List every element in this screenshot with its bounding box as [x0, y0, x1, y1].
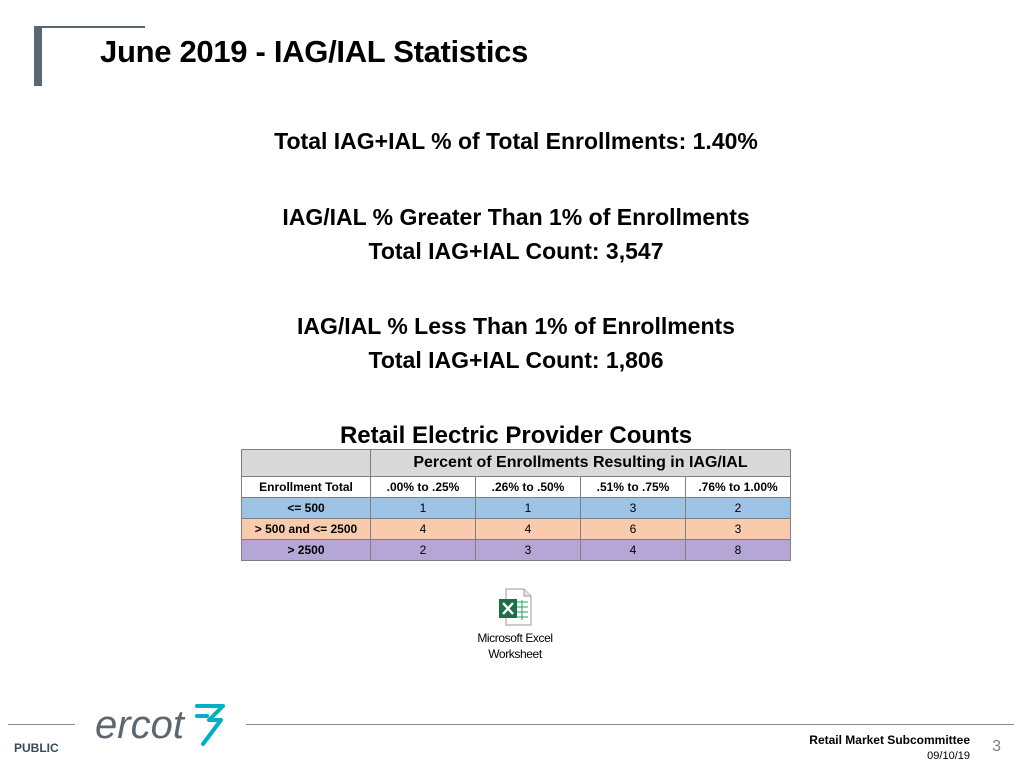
table-heading: Retail Electric Provider Counts [339, 422, 693, 449]
table-cell: 3 [685, 518, 791, 540]
table-cell: 2 [370, 539, 476, 561]
table-cell: 6 [580, 518, 686, 540]
title-corner-bar [34, 26, 42, 86]
logo-wordmark: ercot [95, 703, 186, 747]
greater-than-heading: IAG/IAL % Greater Than 1% of Enrollments [282, 204, 750, 230]
slide-title: June 2019 - IAG/IAL Statistics [100, 34, 529, 69]
table-span-header-row: Percent of Enrollments Resulting in IAG/… [241, 449, 791, 477]
table-cell: 2 [685, 497, 791, 519]
excel-attachment[interactable]: Microsoft Excel Worksheet [463, 588, 567, 662]
row-label: > 2500 [241, 539, 371, 561]
row-label: <= 500 [241, 497, 371, 519]
table-cell: 1 [475, 497, 581, 519]
less-than-count: Total IAG+IAL Count: 1,806 [368, 347, 664, 373]
row-label: > 500 and <= 2500 [241, 518, 371, 540]
committee-name: Retail Market Subcommittee [809, 733, 970, 747]
excel-file-icon[interactable] [498, 588, 532, 626]
rep-counts-table: Percent of Enrollments Resulting in IAG/… [241, 449, 791, 561]
footer-divider-right [246, 724, 1014, 725]
excel-label-line2: Worksheet [488, 647, 542, 661]
table-column-header-row: Enrollment Total .00% to .25% .26% to .5… [241, 476, 791, 498]
table-cell: 4 [580, 539, 686, 561]
column-header: Enrollment Total [241, 476, 371, 498]
table-cell: 8 [685, 539, 791, 561]
excel-attachment-label[interactable]: Microsoft Excel Worksheet [463, 630, 567, 662]
table-cell: 4 [475, 518, 581, 540]
table-cell: 3 [580, 497, 686, 519]
table-span-header: Percent of Enrollments Resulting in IAG/… [370, 449, 791, 477]
classification-label: PUBLIC [14, 741, 59, 755]
table-row: > 2500 2 3 4 8 [241, 539, 791, 561]
column-header: .51% to .75% [580, 476, 686, 498]
table-cell: 4 [370, 518, 476, 540]
table-corner-cell [241, 449, 371, 477]
column-header: .76% to 1.00% [685, 476, 791, 498]
less-than-heading: IAG/IAL % Less Than 1% of Enrollments [297, 313, 735, 339]
table-row: <= 500 1 1 3 2 [241, 497, 791, 519]
total-percent-line: Total IAG+IAL % of Total Enrollments: 1.… [274, 128, 758, 154]
logo-bolt-icon [195, 704, 225, 746]
meeting-date: 09/10/19 [927, 750, 970, 762]
column-header: .00% to .25% [370, 476, 476, 498]
greater-than-count: Total IAG+IAL Count: 3,547 [368, 238, 664, 264]
excel-label-line1: Microsoft Excel [477, 631, 553, 645]
footer-divider-left [8, 724, 75, 725]
table-cell: 1 [370, 497, 476, 519]
table-row: > 500 and <= 2500 4 4 6 3 [241, 518, 791, 540]
page-number: 3 [992, 738, 1001, 755]
ercot-logo: ercot [95, 703, 225, 747]
table-cell: 3 [475, 539, 581, 561]
title-corner-line [34, 26, 145, 28]
column-header: .26% to .50% [475, 476, 581, 498]
